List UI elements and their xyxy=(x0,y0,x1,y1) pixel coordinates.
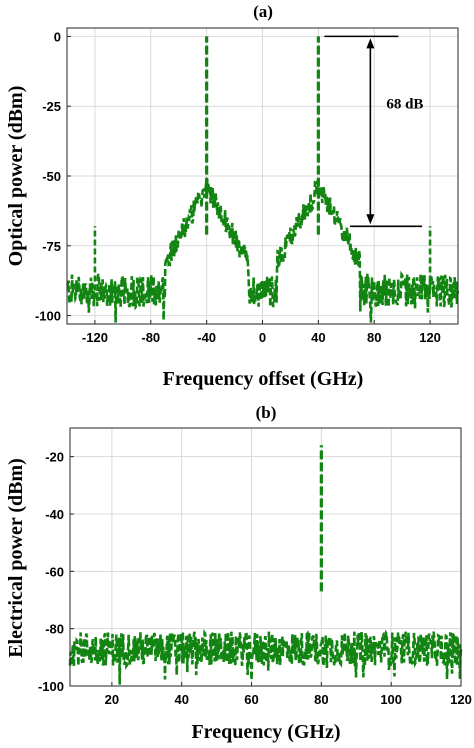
x-tick-label: 80 xyxy=(367,330,381,345)
panel-b-xlabel: Frequency (GHz) xyxy=(191,721,340,743)
x-tick-label: -120 xyxy=(82,330,108,345)
annotation-arrowhead-up xyxy=(366,38,375,49)
y-tick-label: -100 xyxy=(38,679,64,694)
panel-b: (b) 20 40 60 80 100 120 -20 -40 -60 -80 -100 Frequ… xyxy=(5,403,472,743)
y-tick-label: -75 xyxy=(42,239,61,254)
x-tick-label: 80 xyxy=(314,692,328,707)
y-tick-label: -50 xyxy=(42,169,61,184)
panel-a-spectrum xyxy=(65,36,460,323)
spectrum-trace xyxy=(65,179,460,323)
panel-a-xlabel: Frequency offset (GHz) xyxy=(163,368,364,390)
panel-b-spectrum xyxy=(68,445,463,685)
x-tick-label: -40 xyxy=(197,330,216,345)
panel-a: (a) 68 dB -120 -80 -40 0 40 80 1200-25-50-75-1… xyxy=(5,2,460,390)
y-tick-label: 0 xyxy=(54,29,61,44)
y-tick-label: -60 xyxy=(45,564,64,579)
annotation-arrowhead-down xyxy=(366,214,375,225)
x-tick-label: 40 xyxy=(311,330,325,345)
y-tick-label: -100 xyxy=(35,309,61,324)
x-tick-label: 120 xyxy=(450,692,472,707)
x-tick-label: 100 xyxy=(380,692,402,707)
panel-a-ylabel: Optical power (dBm) xyxy=(5,86,27,267)
panel-a-label: (a) xyxy=(253,2,273,21)
y-tick-label: -25 xyxy=(42,99,61,114)
panel-a-ticks: -120 -80 -40 0 40 80 120 0 -25 -50 -75 -100 xyxy=(35,29,441,345)
panel-b-frame xyxy=(69,427,462,687)
y-tick-label: -20 xyxy=(45,450,64,465)
x-tick-label: 60 xyxy=(244,692,258,707)
panel-a-annotation: 68 dB xyxy=(324,35,423,228)
x-tick-label: 120 xyxy=(419,330,441,345)
x-tick-label: -80 xyxy=(141,330,160,345)
panel-b-ylabel: Electrical power (dBm) xyxy=(5,458,27,658)
panel-b-ticks: 20 40 60 80 100 120 -20 -40 -60 -80 -100 xyxy=(38,450,472,707)
panel-b-label: (b) xyxy=(256,403,277,422)
annotation-label: 68 dB xyxy=(386,96,423,112)
y-tick-label: -80 xyxy=(45,622,64,637)
x-tick-label: 20 xyxy=(105,692,119,707)
panel-b-grid xyxy=(70,428,462,687)
x-tick-label: 40 xyxy=(174,692,188,707)
spectrum-trace xyxy=(68,628,463,685)
x-tick-label: 0 xyxy=(259,330,266,345)
y-tick-label: -40 xyxy=(45,507,64,522)
